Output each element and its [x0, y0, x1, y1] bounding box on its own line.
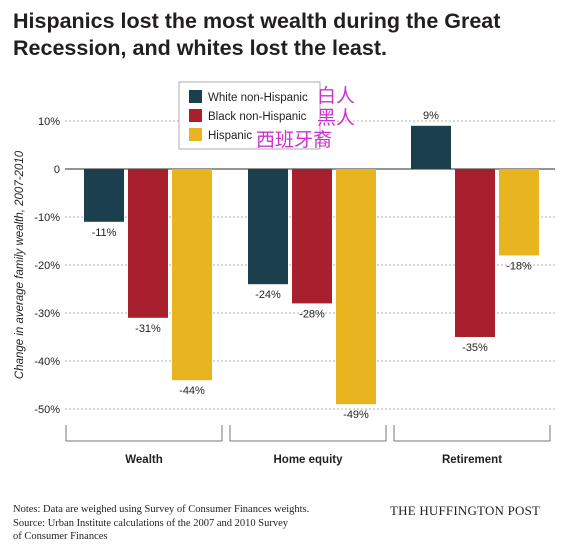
- data-label: -49%: [343, 409, 369, 421]
- category-bracket: [65, 425, 223, 442]
- bar: [411, 125, 451, 169]
- y-tick-label: -40%: [34, 356, 60, 368]
- legend-swatch: [189, 109, 202, 122]
- legend-swatch: [189, 90, 202, 103]
- category-label: Wealth: [125, 454, 163, 466]
- y-tick-label: -20%: [34, 260, 60, 272]
- legend-label: Black non-Hispanic: [208, 111, 307, 123]
- y-tick-label: -50%: [34, 404, 60, 416]
- bar: [172, 169, 212, 381]
- bar: [128, 169, 168, 318]
- data-label: -35%: [462, 342, 488, 354]
- y-tick-label: -10%: [34, 212, 60, 224]
- bar: [292, 169, 332, 304]
- notes: Notes: Data are weighed using Survey of …: [13, 503, 309, 544]
- category-label: Retirement: [442, 454, 502, 466]
- source-line-continued: of Consumer Finances: [13, 531, 108, 542]
- annotation-black: 黑人: [317, 107, 356, 129]
- data-label: -18%: [506, 260, 532, 272]
- source-line: Source: Urban Institute calculations of …: [13, 517, 288, 529]
- legend-label: Hispanic: [208, 130, 252, 142]
- legend-box: [178, 81, 321, 150]
- data-label: -28%: [299, 308, 325, 320]
- y-tick-label: 0: [54, 164, 60, 176]
- notes-line: Notes: Data are weighed using Survey of …: [13, 504, 310, 515]
- legend-label: White non-Hispanic: [208, 92, 308, 104]
- data-label: -44%: [179, 385, 205, 397]
- bar: [336, 169, 376, 405]
- brand-logo: THE HUFFINGTON POST: [390, 503, 541, 518]
- bar: [248, 169, 288, 285]
- bar: [499, 169, 539, 256]
- chart-title: Hispanics lost the most wealth during th…: [13, 9, 501, 60]
- category-bracket: [393, 425, 551, 442]
- data-label: -31%: [135, 323, 161, 335]
- data-label: 9%: [423, 110, 439, 122]
- y-tick-label: 10%: [38, 116, 60, 128]
- data-label: -24%: [255, 289, 281, 301]
- legend-swatch: [189, 128, 202, 141]
- annotation-hispanic: 西班牙裔: [256, 129, 333, 151]
- bar-chart: 10% 0 -10% -20% -30% -40% -50% Change in averag…: [14, 81, 555, 466]
- data-label: -11%: [92, 227, 117, 239]
- y-tick-label: -30%: [34, 308, 60, 320]
- bar: [84, 169, 124, 222]
- bar: [455, 169, 495, 337]
- annotation-white: 白人: [317, 85, 356, 107]
- category-label: Home equity: [273, 454, 343, 466]
- category-bracket: [229, 425, 387, 442]
- y-axis-label: Change in average family wealth, 2007-20…: [14, 150, 26, 379]
